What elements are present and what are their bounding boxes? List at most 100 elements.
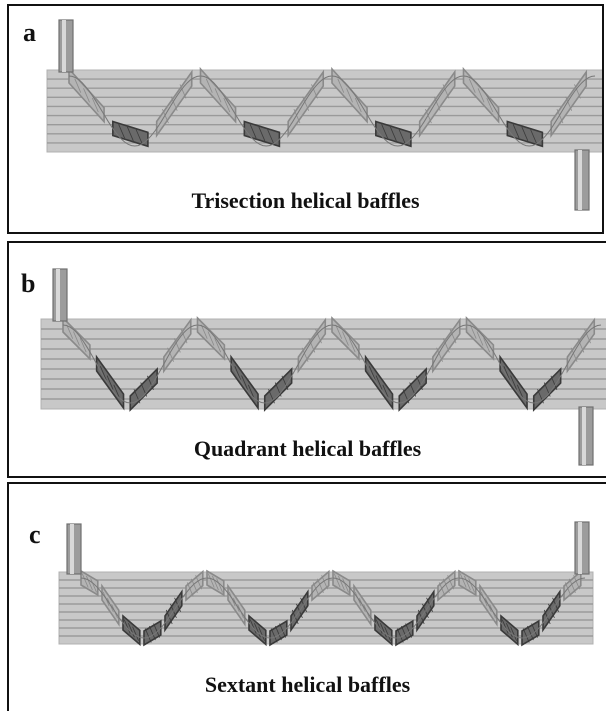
baffle-hatch — [113, 384, 121, 399]
baffle-hatch — [81, 573, 89, 588]
baffle-hatch — [442, 338, 450, 353]
baffle-hatch — [214, 338, 222, 353]
helix-line — [200, 75, 333, 147]
baffle-hatch — [212, 575, 219, 591]
baffle-hatch — [200, 324, 208, 339]
baffle-hatch — [436, 347, 443, 362]
baffle-hatch — [79, 338, 87, 353]
panel-label-a: a — [23, 18, 36, 47]
baffle-hatch — [153, 623, 160, 638]
nozzle-highlight — [70, 524, 74, 574]
baffle-hatch — [162, 108, 169, 124]
baffle-hatch — [333, 573, 341, 588]
baffle-hatch — [468, 78, 476, 93]
baffle-hatch — [186, 582, 194, 597]
baffle-hatch — [321, 575, 328, 590]
baffle-hatch — [270, 628, 278, 643]
baffle-hatch — [83, 88, 90, 103]
baffle-hatch — [550, 375, 558, 390]
baffle-hatch — [147, 375, 154, 390]
baffle-hatch — [556, 108, 564, 124]
baffle-hatch — [389, 126, 397, 142]
baffle-hatch — [381, 124, 388, 139]
baffle-hatch — [459, 573, 467, 588]
baffle-hatch — [521, 126, 529, 142]
baffle-hatch — [135, 129, 143, 144]
nozzle-highlight — [582, 407, 586, 465]
baffle-hatch — [254, 623, 261, 638]
baffle-hatch — [90, 578, 97, 593]
baffle-hatch — [569, 578, 576, 593]
baffle-hatch — [128, 623, 135, 638]
baffle-hatch — [335, 324, 343, 339]
baffle-hatch — [308, 338, 316, 353]
baffle-hatch — [179, 84, 187, 99]
baffle-hatch — [173, 338, 181, 353]
baffle-hatch — [106, 375, 114, 390]
baffle-hatch — [342, 578, 349, 593]
baffle-hatch — [522, 628, 530, 643]
caption-sextant: Sextant helical baffles — [204, 672, 411, 697]
baffle-hatch — [375, 375, 383, 390]
baffle-hatch — [443, 578, 450, 593]
baffle-hatch — [281, 375, 289, 390]
baffle-hatch — [337, 78, 345, 93]
baffle-hatch — [195, 575, 202, 590]
baffle-hatch — [241, 375, 248, 390]
baffle-hatch — [249, 124, 257, 139]
panel-label-c: c — [29, 520, 41, 549]
baffle-hatch — [207, 573, 215, 588]
baffle-hatch — [311, 84, 318, 99]
baffle-hatch — [512, 124, 520, 139]
baffle-hatch — [205, 78, 213, 93]
baffle-hatch — [380, 623, 387, 638]
baffle-hatch — [396, 628, 404, 643]
nozzle-highlight — [578, 522, 582, 574]
baffle-hatch — [402, 389, 410, 404]
helix-line — [80, 577, 208, 639]
baffle-hatch — [99, 366, 107, 381]
baffle-hatch — [416, 375, 423, 390]
quadrant-heat-exchanger-diagram — [40, 268, 606, 466]
baffle-hatch — [573, 575, 580, 590]
baffle-hatch — [405, 623, 412, 638]
helix-line — [466, 324, 602, 404]
baffle-hatch — [247, 384, 255, 399]
helix-line — [68, 75, 201, 147]
baffle-hatch — [223, 97, 231, 113]
baffle-hatch — [433, 96, 441, 111]
nozzle-highlight — [62, 20, 66, 72]
baffle-hatch — [477, 88, 485, 103]
nozzle-highlight — [56, 269, 60, 321]
baffle-hatch — [140, 382, 148, 397]
baffle-hatch — [170, 96, 178, 111]
baffle-hatch — [268, 389, 275, 404]
nozzle-highlight — [578, 150, 582, 210]
baffle-hatch — [312, 582, 320, 597]
baffle-hatch — [468, 578, 475, 593]
baffle-hatch — [531, 623, 538, 638]
baffle-hatch — [315, 329, 322, 344]
baffle-hatch — [73, 331, 80, 346]
baffle-hatch — [409, 382, 417, 397]
baffle-hatch — [167, 347, 174, 362]
baffle-hatch — [279, 623, 286, 638]
baffle-hatch — [565, 96, 573, 111]
baffle-hatch — [577, 338, 585, 353]
baffle-hatch — [123, 619, 131, 634]
helix-line — [62, 324, 198, 404]
baffle-hatch — [574, 84, 581, 99]
panel-label-b: b — [21, 269, 36, 298]
baffle-hatch — [506, 623, 513, 638]
caption-trisection: Trisection helical baffles — [191, 188, 420, 213]
helix-line — [463, 75, 596, 147]
baffle-hatch — [274, 382, 282, 397]
baffle-hatch — [180, 329, 188, 344]
baffle-hatch — [132, 626, 139, 641]
baffle-hatch — [476, 331, 484, 346]
baffle-hatch — [570, 347, 578, 362]
baffle-hatch — [216, 578, 223, 593]
helix-line — [331, 324, 467, 404]
baffle-hatch — [384, 626, 391, 641]
